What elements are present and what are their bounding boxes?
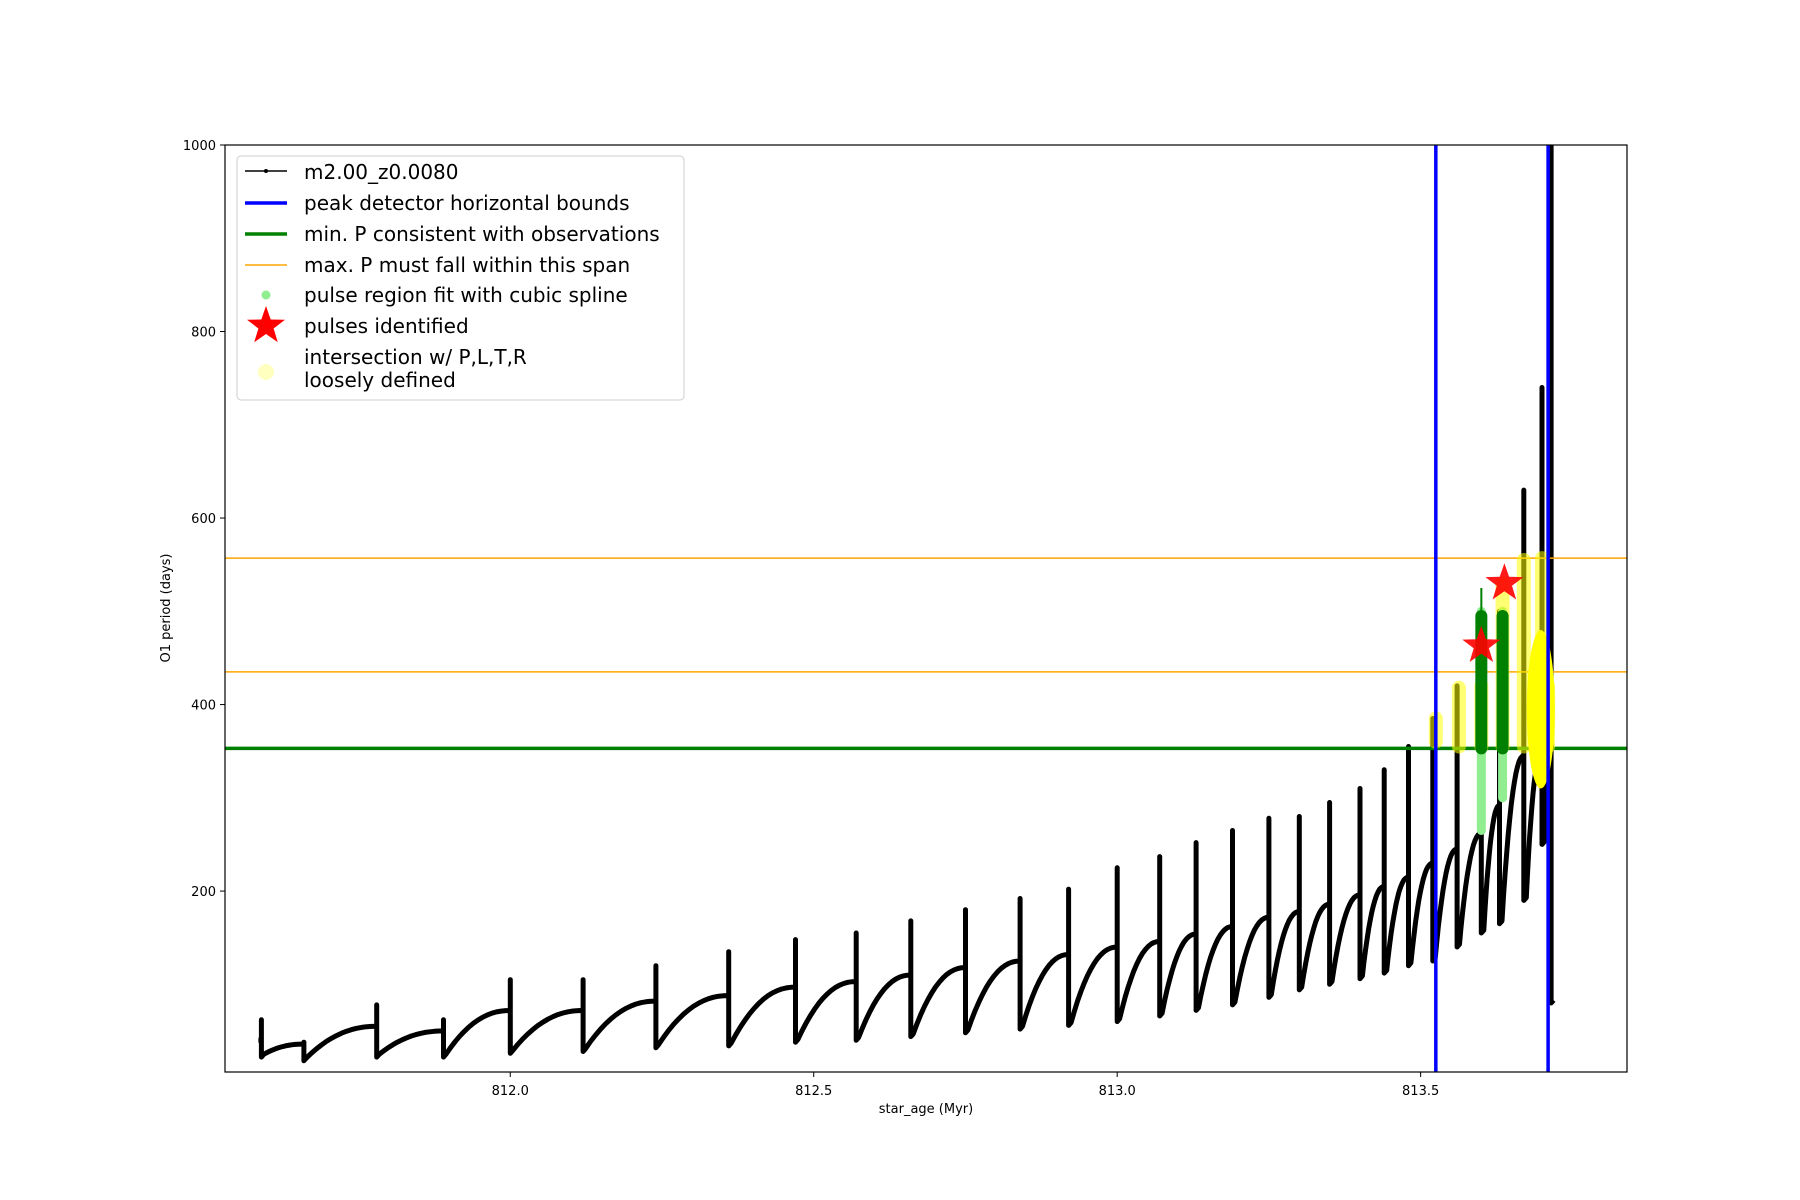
legend-label-intersection-line-1: intersection w/ P,L,T,R — [304, 345, 527, 369]
legend-label-spline: pulse region fit with cubic spline — [304, 283, 628, 307]
legend-entry-intersection: intersection w/ P,L,T,R loosely defined — [258, 345, 527, 392]
legend-entry-pulses: pulses identified — [247, 306, 469, 343]
legend: m2.00_z0.0080 peak detector horizontal b… — [236, 155, 685, 401]
legend-star-icon — [247, 306, 285, 343]
plot-area — [225, 145, 1627, 1072]
legend-label-series: m2.00_z0.0080 — [304, 160, 459, 184]
legend-box — [236, 155, 685, 401]
intersection-blob — [1526, 629, 1555, 789]
legend-label-min-period: min. P consistent with observations — [304, 222, 660, 246]
legend-label-intersection-line-2: loosely defined — [304, 368, 456, 392]
legend-entry-min-period: min. P consistent with observations — [245, 222, 660, 246]
y-tick-label-1: 400 — [191, 699, 216, 714]
y-axis-label: O1 period (days) — [159, 553, 174, 662]
legend-point-icon — [264, 169, 268, 173]
y-axis-ticks: 200 400 600 800 1000 — [183, 139, 225, 900]
legend-label-peak-bounds: peak detector horizontal bounds — [304, 191, 630, 215]
legend-label-max-period: max. P must fall within this span — [304, 253, 630, 277]
pulse-identified-star-0 — [1462, 625, 1501, 662]
axes-frame — [224, 144, 1628, 1073]
legend-label-pulses: pulses identified — [304, 314, 469, 338]
x-axis-ticks: 812.0 812.5 813.0 813.5 — [492, 1072, 1439, 1099]
x-tick-label-0: 812.0 — [492, 1084, 529, 1099]
pulse-identified-star-1 — [1485, 563, 1524, 600]
x-tick-label-2: 813.0 — [1099, 1084, 1136, 1099]
x-tick-label-3: 813.5 — [1402, 1084, 1439, 1099]
legend-paleyellow-dot-icon — [258, 364, 274, 380]
y-tick-label-4: 1000 — [183, 139, 216, 154]
legend-entry-series: m2.00_z0.0080 — [245, 160, 459, 184]
y-tick-label-3: 800 — [191, 326, 216, 341]
legend-lightgreen-dot-icon — [261, 290, 271, 300]
x-tick-label-1: 812.5 — [795, 1084, 832, 1099]
y-tick-label-2: 600 — [191, 512, 216, 527]
legend-entry-peak-bounds: peak detector horizontal bounds — [245, 191, 630, 215]
x-axis-label: star_age (Myr) — [879, 1102, 973, 1117]
y-tick-label-0: 200 — [191, 885, 216, 900]
legend-entry-max-period: max. P must fall within this span — [245, 253, 630, 277]
legend-entry-spline: pulse region fit with cubic spline — [261, 283, 628, 307]
